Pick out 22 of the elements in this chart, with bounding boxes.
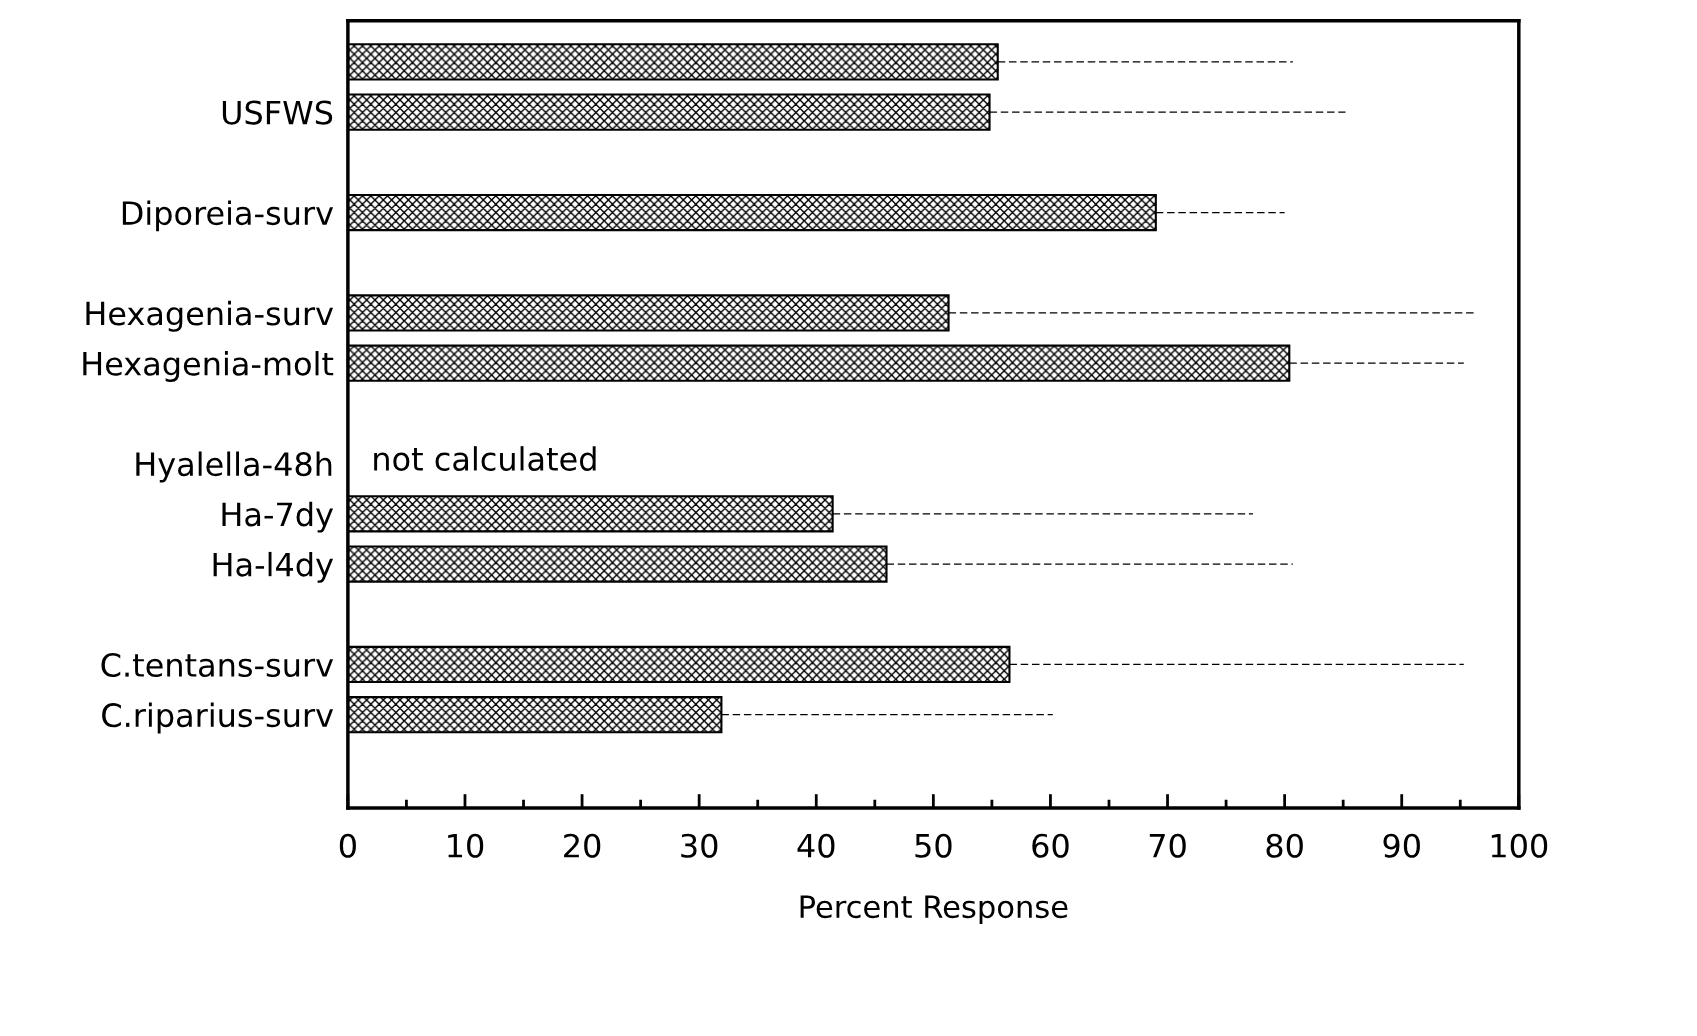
x-tick-label: 90 [1383,833,1420,858]
x-tick-label: 50 [915,833,952,858]
x-tick-label: 20 [564,833,601,858]
x-tick-label: 70 [1149,833,1186,858]
y-tick-label: C.tentans-surv [101,652,334,678]
y-tick-label: Hyalella-48h [136,451,332,483]
y-tick-label: Diporeia-surv [122,200,334,232]
x-tick-label: 0 [339,833,356,858]
y-tick-label: Hexagenia-molt [83,351,334,382]
x-tick-label: 40 [797,833,835,858]
annotation: not calculated [374,446,596,471]
x-axis-title: Percent Response [800,895,1068,925]
y-tick-label: C.riparius-surv [102,702,334,734]
x-tick-label: 30 [681,833,718,858]
x-tick-label: 10 [448,833,484,858]
y-tick-label: Ha-l4dy [213,551,334,583]
y-tick-label: USFWS [222,100,333,125]
x-tick-label: 80 [1266,833,1303,858]
y-tick-label: Hexagenia-surv [86,300,334,332]
y-tick-label: Ha-7dy [222,501,334,533]
x-tick-label: 100 [1491,833,1548,858]
x-tick-label: 60 [1032,833,1069,858]
